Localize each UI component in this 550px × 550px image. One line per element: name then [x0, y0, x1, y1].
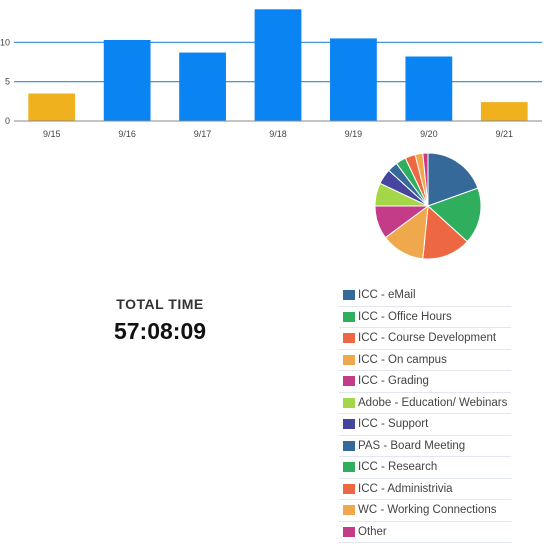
- legend-label: Other: [358, 525, 387, 538]
- legend-item[interactable]: PAS - Board Meeting: [339, 436, 511, 457]
- legend-swatch: [343, 440, 355, 451]
- legend-item[interactable]: ICC - Administrivia: [339, 479, 511, 500]
- legend-item[interactable]: ICC - Grading: [339, 371, 511, 393]
- category-pie-chart: [374, 152, 482, 260]
- legend-label: ICC - Support: [358, 418, 429, 431]
- bar-9-18[interactable]: [254, 9, 302, 121]
- legend-swatch: [343, 526, 355, 537]
- legend-item[interactable]: ICC - On campus: [339, 350, 511, 371]
- legend-label: ICC - Course Development: [358, 332, 497, 345]
- legend-swatch: [343, 419, 355, 430]
- legend-swatch: [343, 354, 355, 365]
- legend-swatch: [343, 311, 355, 322]
- legend-label: ICC - Administrivia: [358, 482, 453, 495]
- legend-swatch: [343, 333, 355, 344]
- legend-label: ICC - eMail: [358, 289, 416, 302]
- legend-swatch: [343, 505, 355, 516]
- legend-swatch: [343, 483, 355, 494]
- legend-swatch: [343, 462, 355, 473]
- legend-item[interactable]: Adobe - Education/ Webinars: [339, 393, 511, 414]
- legend-item[interactable]: ICC - eMail: [339, 285, 511, 307]
- y-tick-label: 10: [0, 37, 10, 47]
- bar-9-17[interactable]: [179, 52, 226, 122]
- legend-item[interactable]: Other: [339, 522, 511, 543]
- daily-time-bar-chart: 0 5 10 9/15 9/16 9/17 9/18 9/19 9/20 9/21: [0, 9, 542, 139]
- bar-9-15[interactable]: [28, 93, 76, 121]
- legend-label: ICC - Grading: [358, 375, 429, 388]
- legend-swatch: [343, 397, 355, 408]
- x-tick-label: 9/17: [194, 129, 212, 139]
- y-tick-label: 0: [5, 116, 10, 126]
- legend-item[interactable]: ICC - Support: [339, 414, 511, 436]
- y-tick-label: 5: [5, 77, 10, 87]
- total-time-label: TOTAL TIME: [116, 296, 204, 312]
- legend-swatch: [343, 376, 355, 387]
- legend-label: ICC - Research: [358, 461, 438, 474]
- pie-legend: ICC - eMail ICC - Office Hours ICC - Cours…: [339, 285, 511, 543]
- total-time-value: 57:08:09: [113, 318, 207, 344]
- pie-slice-3[interactable]: [422, 204, 468, 260]
- legend-label: WC - Working Connections: [358, 504, 497, 517]
- x-tick-label: 9/16: [118, 129, 136, 139]
- legend-item[interactable]: WC - Working Connections: [339, 500, 511, 522]
- legend-label: ICC - On campus: [358, 353, 447, 366]
- legend-label: ICC - Office Hours: [358, 310, 452, 323]
- legend-label: Adobe - Education/ Webinars: [358, 396, 508, 409]
- legend-item[interactable]: ICC - Research: [339, 457, 511, 479]
- legend-item[interactable]: ICC - Course Development: [339, 328, 511, 350]
- x-tick-label: 9/19: [345, 129, 363, 139]
- x-tick-label: 9/15: [43, 129, 61, 139]
- bar-9-20[interactable]: [405, 56, 453, 121]
- x-tick-label: 9/21: [496, 129, 514, 139]
- legend-item[interactable]: ICC - Office Hours: [339, 307, 511, 328]
- bar-9-16[interactable]: [103, 39, 151, 122]
- total-time-summary: TOTAL TIME 57:08:09: [60, 296, 260, 345]
- pie-slice-1[interactable]: [427, 152, 479, 207]
- pie-slice-12[interactable]: [422, 152, 429, 207]
- bar-9-19[interactable]: [330, 38, 377, 121]
- pie-slice-2[interactable]: [427, 187, 482, 243]
- x-tick-label: 9/18: [269, 129, 287, 139]
- legend-label: PAS - Board Meeting: [358, 439, 466, 452]
- x-tick-label: 9/20: [420, 129, 438, 139]
- bar-9-21[interactable]: [480, 102, 528, 121]
- legend-swatch: [343, 290, 355, 301]
